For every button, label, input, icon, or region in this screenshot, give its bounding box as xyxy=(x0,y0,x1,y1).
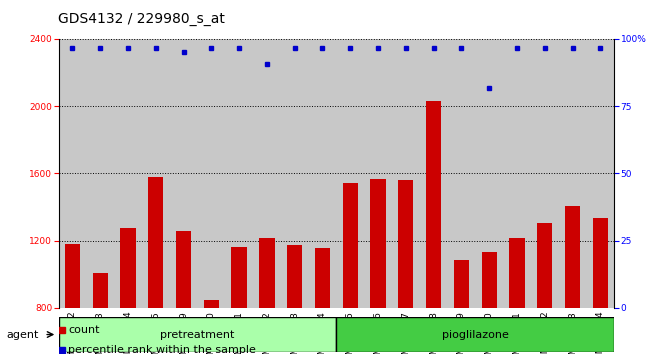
Bar xyxy=(92,273,108,308)
Bar xyxy=(482,252,497,308)
Text: pioglilazone: pioglilazone xyxy=(442,330,509,339)
Bar xyxy=(231,247,247,308)
Bar xyxy=(337,317,614,352)
Bar xyxy=(593,218,608,308)
Bar xyxy=(259,238,274,308)
Bar xyxy=(343,183,358,308)
Text: GDS4132 / 229980_s_at: GDS4132 / 229980_s_at xyxy=(58,12,226,27)
Bar xyxy=(315,248,330,308)
Bar xyxy=(370,179,385,308)
Bar xyxy=(454,260,469,308)
Bar xyxy=(176,232,191,308)
Text: agent: agent xyxy=(6,330,39,339)
Text: percentile rank within the sample: percentile rank within the sample xyxy=(68,346,256,354)
Bar xyxy=(398,180,413,308)
Bar xyxy=(426,101,441,308)
Bar xyxy=(537,223,552,308)
Bar xyxy=(287,245,302,308)
Bar xyxy=(58,317,337,352)
Bar xyxy=(565,206,580,308)
Bar xyxy=(203,299,219,308)
Bar xyxy=(120,228,136,308)
Bar xyxy=(148,177,163,308)
Bar xyxy=(510,238,525,308)
Text: count: count xyxy=(68,325,99,336)
Text: pretreatment: pretreatment xyxy=(161,330,235,339)
Bar xyxy=(65,244,80,308)
